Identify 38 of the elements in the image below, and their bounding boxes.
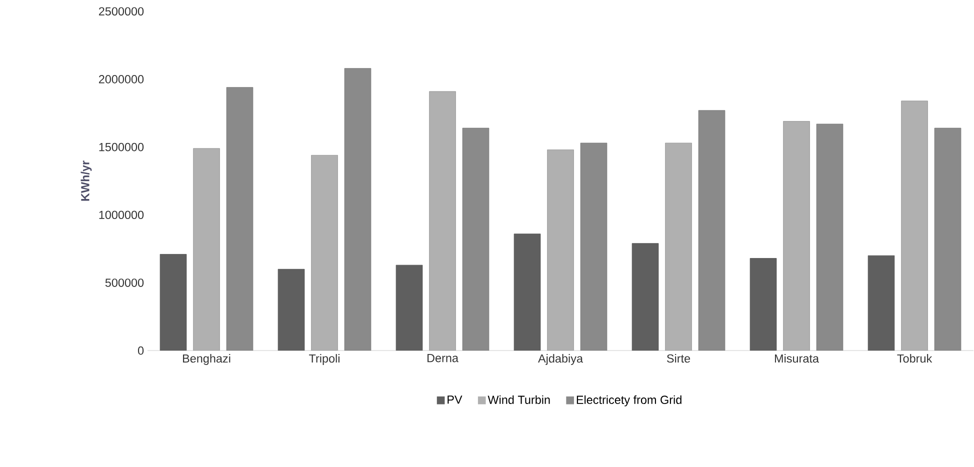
bar xyxy=(311,154,338,350)
bar xyxy=(665,142,692,350)
y-tick-label: 1000000 xyxy=(99,210,144,219)
bar xyxy=(547,149,574,350)
y-tick-label: 0 xyxy=(138,346,144,355)
bar xyxy=(816,124,844,350)
y-tick-label: 1500000 xyxy=(99,142,144,152)
x-tick-label: Sirte xyxy=(666,354,690,362)
legend-label: Wind Turbin xyxy=(488,395,550,404)
bar xyxy=(632,243,659,350)
bar xyxy=(462,128,490,350)
bar xyxy=(514,234,541,350)
bar xyxy=(783,120,810,350)
bar xyxy=(901,100,928,350)
bar xyxy=(868,255,895,350)
legend-label: Electricety from Grid xyxy=(576,395,682,406)
bar xyxy=(698,110,726,350)
x-tick-label: Ajdabiya xyxy=(538,354,583,365)
x-tick-label: Derna xyxy=(428,354,458,362)
x-tick-label: Misurata xyxy=(774,354,819,362)
bar xyxy=(160,254,187,350)
y-tick-label: 2000000 xyxy=(98,74,144,84)
x-tick-label: Benghazi xyxy=(183,354,230,365)
bar xyxy=(278,268,305,350)
x-tick-label: Tobruk xyxy=(897,354,932,362)
bar xyxy=(226,87,254,350)
x-tick-label: Tripoli xyxy=(309,354,340,365)
bar xyxy=(750,258,777,350)
legend-label: PV xyxy=(448,395,462,404)
bar xyxy=(396,264,423,350)
bar xyxy=(580,142,608,350)
bar xyxy=(344,68,372,350)
y-tick-label: 2500000 xyxy=(98,7,144,16)
bar xyxy=(934,128,962,350)
bar xyxy=(429,91,456,350)
bar xyxy=(193,148,220,350)
y-tick-label: 500000 xyxy=(105,278,144,287)
y-axis-title: KWh/yr xyxy=(80,160,92,201)
